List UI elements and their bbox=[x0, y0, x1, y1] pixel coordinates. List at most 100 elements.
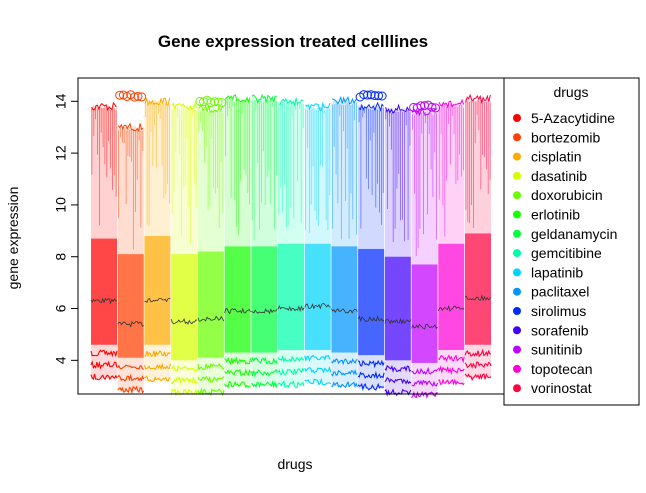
box-5 bbox=[195, 95, 227, 397]
median-line bbox=[304, 303, 331, 310]
legend-entry: gemcitibine bbox=[531, 245, 602, 261]
legend-marker bbox=[513, 152, 521, 161]
upper-whisker-band bbox=[331, 98, 358, 247]
y-axis: 4 6 8 10 12 14 bbox=[53, 93, 78, 364]
legend: drugs 5-Azacytidine bortezomib cisplatin da… bbox=[503, 77, 640, 406]
legend-marker bbox=[513, 229, 521, 238]
lower-whisker-edge bbox=[464, 348, 492, 358]
legend-marker bbox=[513, 249, 521, 258]
lower-whisker-band bbox=[91, 344, 117, 379]
lower-whisker-edge bbox=[277, 367, 305, 376]
lower-whisker-edge bbox=[411, 379, 439, 388]
box-11 bbox=[355, 90, 387, 392]
upper-whisker-band bbox=[438, 100, 465, 244]
box-iqr bbox=[171, 254, 198, 361]
lower-whisker-edge bbox=[250, 368, 278, 378]
upper-whisker-band bbox=[91, 103, 117, 239]
lower-whisker-edge bbox=[411, 366, 439, 376]
lower-whisker-band bbox=[384, 360, 411, 394]
upper-whisker-band bbox=[197, 106, 224, 252]
box-iqr bbox=[251, 246, 278, 353]
box-iqr bbox=[304, 243, 331, 350]
lower-whisker-edge bbox=[90, 373, 118, 381]
lower-whisker-band bbox=[224, 352, 251, 387]
lower-whisker-band bbox=[438, 349, 465, 384]
outlier-point bbox=[370, 91, 380, 101]
box-13 bbox=[409, 100, 441, 399]
legend-marker bbox=[513, 287, 521, 296]
lower-whisker-band bbox=[411, 362, 438, 397]
upper-whisker-edge bbox=[144, 97, 171, 107]
outlier-point bbox=[363, 90, 372, 100]
legend-marker bbox=[513, 210, 521, 219]
y-tick-label: 14 bbox=[53, 93, 69, 109]
box-iqr bbox=[411, 264, 438, 363]
box-6 bbox=[224, 94, 252, 389]
lower-whisker-edge bbox=[304, 377, 332, 386]
lower-whisker-edge bbox=[197, 375, 225, 384]
legend-entry: geldanamycin bbox=[531, 226, 617, 242]
median-line bbox=[251, 308, 278, 315]
median-line bbox=[384, 317, 412, 325]
outlier-point bbox=[427, 102, 437, 112]
median-line bbox=[224, 307, 251, 315]
box-4 bbox=[170, 101, 198, 398]
lower-whisker-edge bbox=[197, 362, 224, 371]
upper-whisker-edge bbox=[465, 93, 491, 105]
lower-whisker-band bbox=[331, 352, 358, 387]
median-line bbox=[170, 318, 198, 325]
y-tick-label: 10 bbox=[53, 197, 69, 213]
lower-whisker-band bbox=[465, 344, 491, 379]
lower-whisker-edge bbox=[117, 373, 145, 382]
lower-whisker-edge bbox=[251, 380, 278, 389]
lower-whisker-edge bbox=[90, 349, 118, 358]
lower-whisker-edge bbox=[357, 370, 385, 380]
lower-whisker-edge bbox=[277, 354, 305, 364]
legend-marker bbox=[513, 268, 521, 277]
lower-whisker-edge bbox=[144, 375, 171, 382]
x-axis-label: drugs bbox=[277, 456, 312, 472]
outlier-point bbox=[374, 91, 383, 101]
lower-whisker-edge bbox=[304, 354, 331, 362]
box-iqr bbox=[278, 243, 304, 350]
legend-marker bbox=[513, 133, 521, 142]
box-iqr bbox=[144, 236, 171, 345]
outlier-point bbox=[210, 97, 219, 107]
upper-whisker-band bbox=[465, 95, 491, 234]
upper-whisker-band bbox=[304, 103, 331, 244]
legend-entry: paclitaxel bbox=[531, 284, 589, 300]
box-14 bbox=[437, 98, 465, 386]
outlier-point bbox=[206, 98, 216, 108]
legend-entry: dasatinib bbox=[531, 168, 587, 184]
upper-whisker-band bbox=[411, 108, 438, 265]
box-2 bbox=[115, 90, 147, 395]
outlier-point bbox=[366, 90, 376, 100]
upper-whisker-band bbox=[224, 95, 251, 247]
box-1 bbox=[90, 101, 118, 381]
upper-whisker-edge bbox=[358, 101, 384, 112]
legend-entry: sirolimus bbox=[531, 303, 586, 319]
lower-whisker-edge bbox=[90, 360, 118, 370]
lower-whisker-band bbox=[197, 357, 224, 394]
plot-area bbox=[90, 90, 492, 399]
lower-whisker-edge bbox=[438, 378, 465, 386]
legend-marker bbox=[513, 307, 521, 315]
upper-whisker-edge bbox=[198, 104, 224, 114]
lower-whisker-band bbox=[278, 349, 304, 387]
legend-box bbox=[503, 77, 640, 406]
lower-whisker-edge bbox=[464, 372, 492, 382]
lower-whisker-edge bbox=[464, 361, 492, 370]
median-line bbox=[464, 294, 492, 302]
upper-whisker-band bbox=[251, 95, 278, 247]
upper-whisker-band bbox=[278, 98, 304, 244]
lower-whisker-edge bbox=[384, 364, 412, 373]
median-line bbox=[144, 297, 171, 303]
lower-whisker-edge bbox=[357, 359, 385, 369]
lower-whisker-band bbox=[304, 349, 331, 384]
upper-whisker-edge bbox=[251, 93, 277, 104]
outlier-point bbox=[377, 91, 387, 101]
box-12 bbox=[384, 103, 412, 397]
legend-marker bbox=[513, 326, 521, 335]
lower-whisker-edge bbox=[171, 364, 198, 373]
legend-entry: erlotinib bbox=[531, 207, 580, 223]
